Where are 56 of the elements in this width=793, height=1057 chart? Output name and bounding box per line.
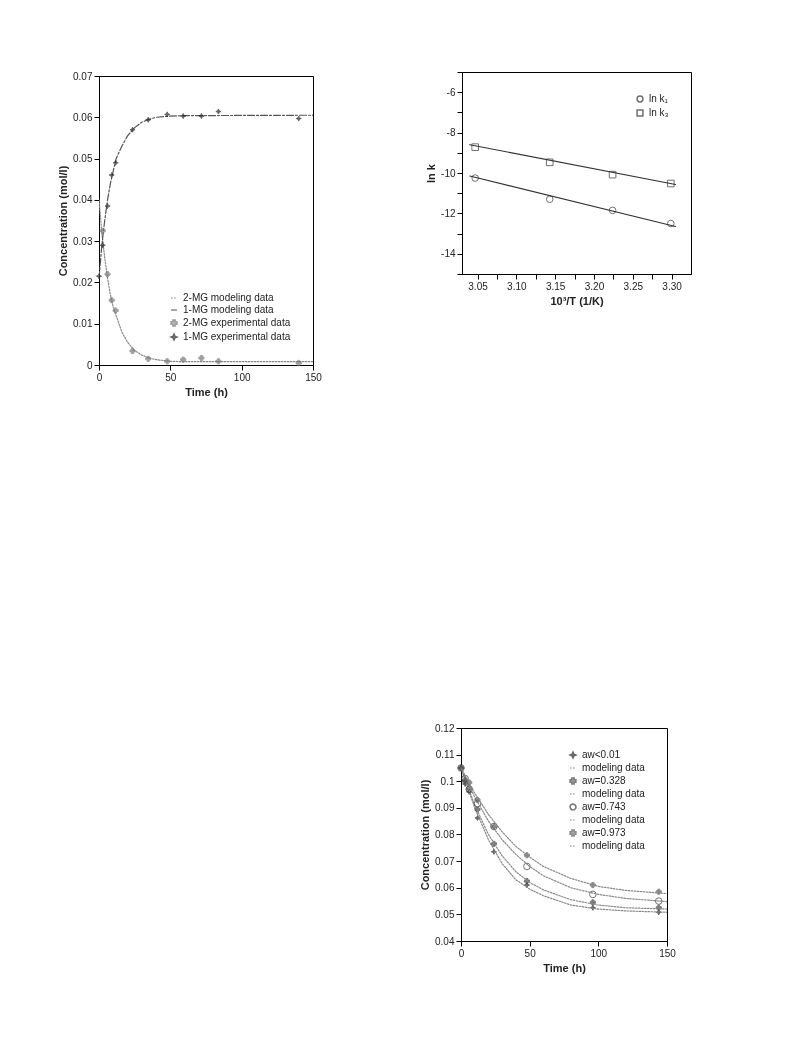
legend-label: aw=0.743: [582, 801, 627, 812]
y-axis-title: Concentration (mol/l): [419, 779, 432, 891]
legend-label: aw<0.01: [582, 749, 621, 760]
y-tick-label: 0.04: [435, 935, 455, 947]
y-tick-label: 0.03: [73, 235, 93, 247]
y-tick-label: 0.06: [435, 882, 455, 894]
x-tick-label: 3.10: [507, 280, 528, 292]
y-tick-label: -14: [441, 248, 456, 260]
x-tick-label: 100: [590, 947, 608, 959]
x-tick-label: 100: [233, 371, 251, 383]
y-tick-label: -10: [441, 167, 456, 179]
y-tick-label: 0.09: [435, 802, 455, 814]
x-tick-label: 50: [524, 947, 537, 959]
x-tick-label: 0: [96, 371, 103, 383]
legend-label: ln k₁: [649, 93, 669, 104]
y-axis-title: Concentration (mol/l): [57, 165, 70, 277]
y-tick-label: 0.06: [73, 111, 93, 123]
legend-label: aw=0.973: [582, 827, 627, 838]
legend-label: 1-MG modeling data: [183, 304, 275, 315]
x-tick-label: 3.30: [662, 280, 683, 292]
legend-label: modeling data: [582, 840, 646, 851]
x-tick-label: 0: [458, 947, 465, 959]
y-tick-label: 0.08: [435, 829, 455, 840]
y-tick-label: 0.11: [435, 749, 455, 761]
legend-label: modeling data: [582, 788, 646, 799]
legend-label: 1-MG experimental data: [183, 331, 291, 342]
y-tick-label: 0.07: [73, 70, 93, 82]
legend-label: aw=0.328: [582, 775, 627, 786]
x-tick-label: 50: [165, 371, 177, 383]
x-tick-label: 3.25: [623, 280, 644, 292]
y-tick-label: 0.05: [435, 908, 455, 920]
y-axis-title: ln k: [425, 163, 438, 183]
y-tick-label: 0.04: [73, 194, 93, 206]
legend-label: 2-MG modeling data: [183, 292, 275, 303]
legend-label: modeling data: [582, 762, 646, 773]
y-tick-label: -12: [441, 207, 456, 219]
x-axis-title: 10³/T (1/K): [550, 294, 604, 307]
x-tick-label: 3.20: [584, 280, 605, 292]
x-axis-title: Time (h): [543, 961, 587, 974]
x-tick-label: 150: [659, 947, 677, 959]
y-tick-label: 0.02: [73, 276, 93, 288]
legend-label: 2-MG experimental data: [183, 317, 291, 328]
y-tick-label: 0: [86, 359, 93, 371]
y-tick-label: -6: [446, 86, 456, 98]
y-tick-label: -8: [446, 127, 456, 139]
legend-label: ln k₃: [649, 107, 669, 118]
y-tick-label: 0.07: [435, 855, 455, 867]
y-tick-label: 0.05: [73, 153, 93, 165]
y-tick-label: 0.1: [440, 775, 455, 787]
legend-label: modeling data: [582, 814, 646, 825]
x-tick-label: 3.15: [545, 280, 566, 292]
y-tick-label: 0.12: [435, 722, 455, 734]
y-tick-label: 0.01: [73, 318, 93, 330]
x-tick-label: 150: [305, 371, 323, 383]
x-axis-title: Time (h): [185, 385, 229, 398]
x-tick-label: 3.05: [468, 280, 489, 292]
